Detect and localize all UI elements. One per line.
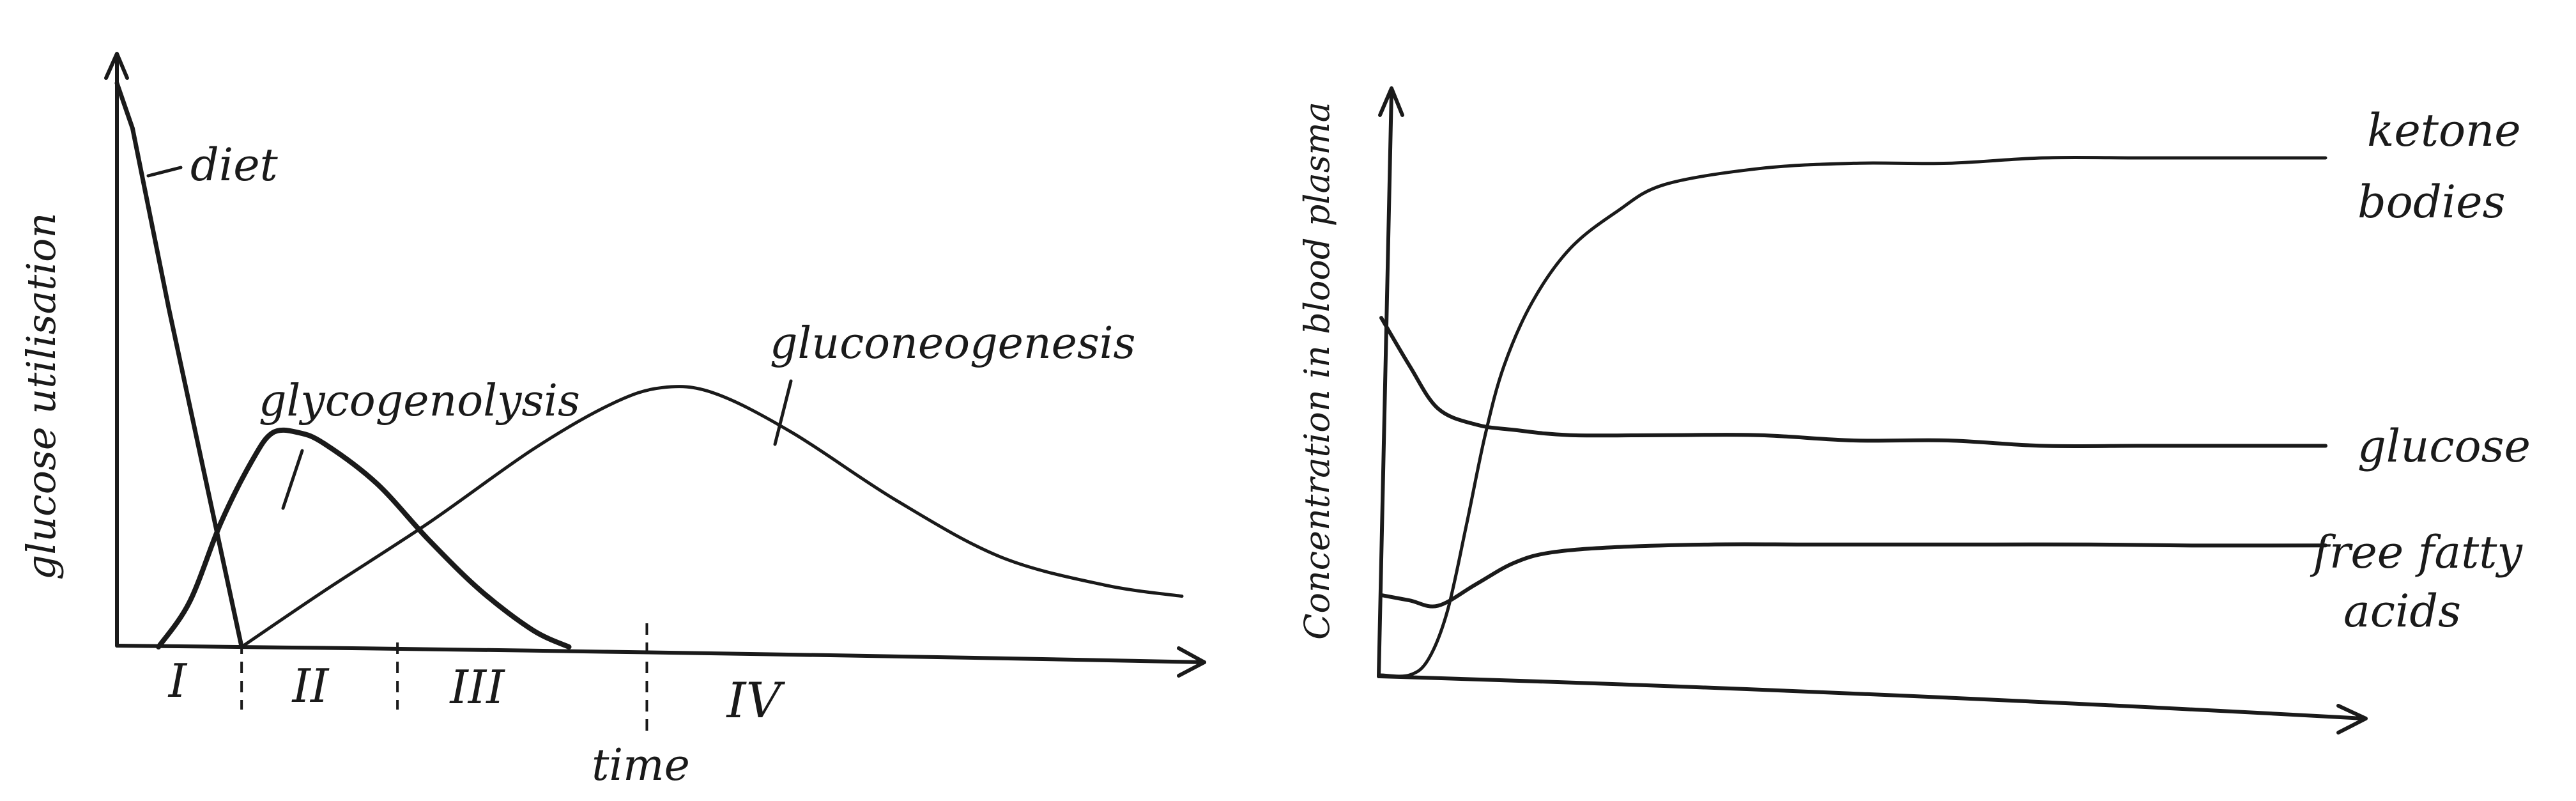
right-x-axis-arrow bbox=[2336, 704, 2368, 735]
series-line-glycogenolysis bbox=[156, 427, 572, 649]
phase-label-I: I bbox=[167, 654, 188, 708]
right-series bbox=[1379, 155, 2327, 678]
diet-pointer bbox=[146, 166, 183, 178]
right-chart: Concentration in blood plasma ketone bod… bbox=[1297, 86, 2531, 735]
left-x-axis bbox=[115, 644, 1206, 664]
series-line-diet bbox=[114, 81, 244, 649]
free-fatty-acids-label-line1: free fatty bbox=[2310, 526, 2523, 579]
left-x-axis-arrow bbox=[1177, 646, 1206, 678]
right-x-axis bbox=[1377, 674, 2366, 720]
series-line-glucose bbox=[1379, 316, 2327, 449]
right-y-axis-label: Concentration in blood plasma bbox=[1297, 102, 1337, 640]
phase-label-III: III bbox=[448, 660, 505, 714]
left-x-axis-label: time bbox=[592, 740, 690, 791]
left-chart: glucose utilisation diet glycogenolysis … bbox=[18, 52, 1206, 791]
phase-boundaries bbox=[240, 623, 648, 735]
diet-label: diet bbox=[190, 139, 279, 191]
free-fatty-acids-label-line2: acids bbox=[2343, 585, 2461, 637]
ketone-bodies-label-line2: bodies bbox=[2358, 176, 2506, 228]
glucose-label: glucose bbox=[2358, 420, 2531, 472]
phase-label-IV: IV bbox=[726, 672, 786, 729]
left-y-axis-label: glucose utilisation bbox=[18, 213, 65, 580]
gluconeogenesis-label: gluconeogenesis bbox=[770, 318, 1135, 369]
glycogenolysis-label: glycogenolysis bbox=[259, 376, 580, 426]
left-series bbox=[114, 81, 1184, 649]
right-y-axis-arrow bbox=[1378, 86, 1404, 117]
left-y-axis-arrow bbox=[104, 52, 129, 80]
gluconeogenesis-pointer bbox=[773, 379, 793, 446]
glycogenolysis-pointer bbox=[281, 449, 304, 510]
series-line-ketone-bodies bbox=[1379, 155, 2327, 678]
right-y-axis bbox=[1377, 91, 1393, 678]
series-line-gluconeogenesis bbox=[240, 385, 1184, 649]
series-line-free-fatty-acids bbox=[1379, 542, 2327, 609]
ketone-bodies-label-line1: ketone bbox=[2367, 104, 2521, 157]
phase-label-II: II bbox=[291, 659, 330, 713]
